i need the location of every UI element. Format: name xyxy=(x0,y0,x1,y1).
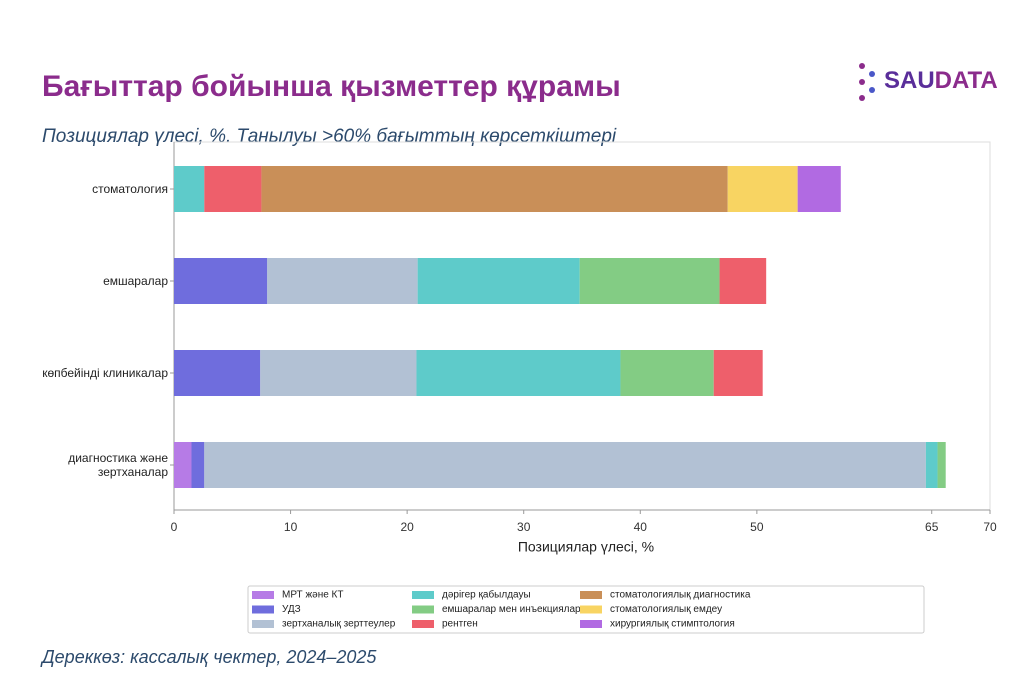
legend-swatch xyxy=(412,591,434,599)
bar-segment xyxy=(713,350,763,396)
bar-segment xyxy=(174,350,261,396)
bar-segment xyxy=(620,350,714,396)
bar-segment xyxy=(204,442,926,488)
x-tick-label: 70 xyxy=(983,520,997,534)
logo-dot xyxy=(859,95,865,101)
legend-label: зертханалық зерттеулер xyxy=(282,619,396,630)
x-tick-label: 40 xyxy=(634,520,648,534)
legend-label: стоматологиялық диагностика xyxy=(610,590,751,601)
legend-swatch xyxy=(252,605,274,614)
y-tick-label: көпбейінді клиникалар xyxy=(42,366,168,380)
legend-swatch xyxy=(580,605,602,614)
x-tick-label: 65 xyxy=(925,520,939,534)
legend-label: емшаралар мен инъекциялар xyxy=(442,604,581,615)
legend-swatch xyxy=(412,605,434,614)
logo-dot xyxy=(869,87,875,93)
logo-left: SAU xyxy=(884,67,935,94)
x-tick-label: 10 xyxy=(284,520,298,534)
legend-swatch xyxy=(252,620,274,628)
bar-segment xyxy=(174,442,192,488)
y-tick-label-box: көпбейінді клиникалар xyxy=(42,366,168,380)
x-tick-label: 20 xyxy=(400,520,414,534)
legend-swatch xyxy=(580,620,602,628)
y-tick-label-box: емшаралар xyxy=(103,274,168,288)
bar-segment xyxy=(937,442,946,488)
x-axis-label: Позициялар үлесі, % xyxy=(518,539,654,555)
bar-segment xyxy=(579,258,720,304)
legend-swatch xyxy=(412,620,434,628)
y-tick-label: диагностика және зертханалар xyxy=(68,451,168,479)
y-tick-label: стоматология xyxy=(92,182,168,196)
bar-segment xyxy=(797,166,841,212)
x-tick-label: 30 xyxy=(517,520,531,534)
legend-label: МРТ және КТ xyxy=(282,590,343,601)
legend-label: стоматологиялық емдеу xyxy=(610,604,722,615)
legend-label: УДЗ xyxy=(282,604,301,615)
bar-segment xyxy=(191,442,205,488)
logo-text: SAUDATA xyxy=(884,67,998,94)
bar-segment xyxy=(925,442,938,488)
y-tick-label-box: стоматология xyxy=(92,182,168,196)
logo-dot xyxy=(859,79,865,85)
logo-dot xyxy=(859,63,865,69)
y-tick-label-box: диагностика және зертханалар xyxy=(68,451,168,479)
legend-label: хирургиялық стимптология xyxy=(610,619,735,630)
chart-title: Бағыттар бойынша қызметтер құрамы xyxy=(42,70,621,103)
bar-segment xyxy=(204,166,262,212)
bar-segment xyxy=(260,350,417,396)
bar-segment xyxy=(261,166,728,212)
chart-subtitle: Позициялар үлесі, %. Танылуы >60% бағытт… xyxy=(42,126,617,147)
x-tick-label: 0 xyxy=(171,520,178,534)
legend-swatch xyxy=(252,591,274,599)
bar-segment xyxy=(417,258,580,304)
legend-swatch xyxy=(580,591,602,599)
logo-right: DATA xyxy=(935,67,998,94)
legend-label: дәрігер қабылдауы xyxy=(442,589,531,601)
bar-segment xyxy=(174,166,205,212)
bar-segment xyxy=(416,350,621,396)
bar-segment xyxy=(267,258,418,304)
bar-segment xyxy=(174,258,268,304)
bar-segment xyxy=(719,258,767,304)
legend-label: рентген xyxy=(442,619,478,630)
x-tick-label: 50 xyxy=(750,520,764,534)
footer: Дереккөз: кассалық чектер, 2024–2025 xyxy=(40,647,377,667)
y-tick-label: емшаралар xyxy=(103,274,168,288)
logo: SAUDATA xyxy=(859,63,998,101)
bar-segment xyxy=(727,166,798,212)
logo-dot xyxy=(869,71,875,77)
